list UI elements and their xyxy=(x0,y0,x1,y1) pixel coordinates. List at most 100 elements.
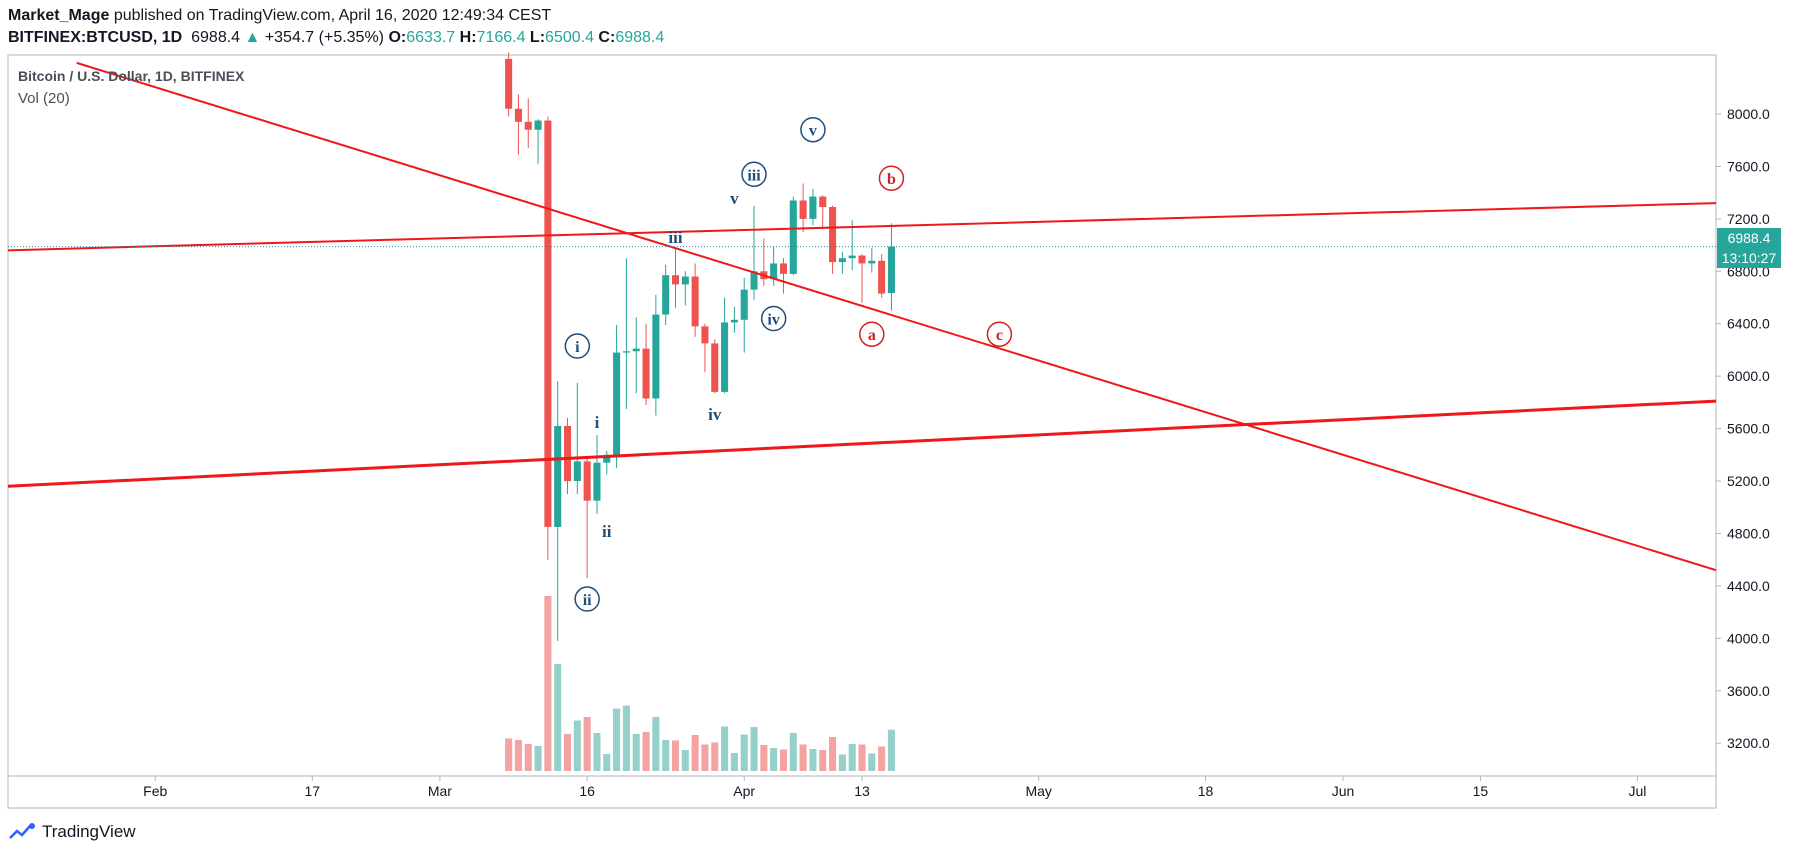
last-price: 6988.4 xyxy=(191,29,241,46)
wave-label-circle xyxy=(878,165,905,191)
wave-label-a: a xyxy=(868,327,876,344)
volume-bar xyxy=(809,749,817,771)
y-tick-label: 3600.0 xyxy=(1727,683,1770,699)
price-badge-bg xyxy=(1717,228,1781,268)
volume-bar xyxy=(878,746,886,771)
author-name[interactable]: Market_Mage xyxy=(8,7,110,24)
price-axis[interactable]: 8000.07600.07200.06800.06400.06000.05600… xyxy=(1716,106,1770,751)
trendlines[interactable] xyxy=(7,61,1717,572)
volume-bar xyxy=(554,664,562,771)
x-tick-label: Apr xyxy=(733,783,755,799)
volume-bar xyxy=(730,753,738,771)
wave-label-i: i xyxy=(595,413,600,432)
volume-bar xyxy=(829,737,837,771)
price-badge-price: 6988.4 xyxy=(1728,230,1771,246)
volume-bar xyxy=(838,754,846,771)
trendline-descending[interactable] xyxy=(76,61,1717,572)
x-tick-label: 16 xyxy=(579,783,595,799)
candle-body xyxy=(779,263,788,274)
candle-body xyxy=(652,314,660,399)
y-tick-label: 7200.0 xyxy=(1727,211,1770,227)
volume-bar xyxy=(681,750,689,771)
volume-bar xyxy=(544,596,552,771)
candle-body xyxy=(721,322,729,392)
volume-bar xyxy=(524,744,532,771)
footer: TradingView xyxy=(8,819,136,845)
volume-bar xyxy=(887,729,895,771)
wave-label-circle xyxy=(859,321,885,347)
trendline-lower[interactable] xyxy=(7,399,1717,488)
volume-bar xyxy=(770,748,778,771)
volume-title: Vol (20) xyxy=(18,90,70,107)
tradingview-logo-icon[interactable] xyxy=(8,822,38,842)
wave-label-circle xyxy=(986,321,1013,347)
volume-bar xyxy=(819,750,827,771)
wave-label-iii: iii xyxy=(747,167,761,184)
wave-label-circle xyxy=(800,116,826,143)
price-change: +354.7 (+5.35%) xyxy=(264,29,385,46)
volume-bar xyxy=(652,717,660,771)
y-tick-label: 4400.0 xyxy=(1727,578,1770,594)
volume-bar xyxy=(711,742,719,771)
published-text: published on TradingView.com, April 16, … xyxy=(113,7,552,24)
candle-body xyxy=(858,255,866,264)
volume-bar xyxy=(799,744,807,771)
time-axis[interactable]: Feb 17 Mar 16 Apr 13 May 18 Jun 15 Jul xyxy=(143,776,1646,799)
y-tick-label: 8000.0 xyxy=(1727,106,1770,122)
candle-body xyxy=(848,255,856,259)
y-tick-label: 4000.0 xyxy=(1727,630,1770,646)
wave-label-i: i xyxy=(575,339,580,356)
trendline-upper[interactable] xyxy=(7,202,1717,252)
price-badge-countdown: 13:10:27 xyxy=(1722,250,1777,266)
candle-body xyxy=(671,275,680,285)
candle-body xyxy=(573,461,581,482)
candle-body xyxy=(642,348,650,399)
volume-bar xyxy=(583,717,591,771)
volume-bar xyxy=(740,734,748,771)
volume-bar xyxy=(868,753,876,771)
wave-label-ii: ii xyxy=(583,592,592,609)
price-badge: 6988.4 13:10:27 xyxy=(1717,228,1781,268)
candle-body xyxy=(770,263,778,280)
volume-bar xyxy=(858,744,866,771)
wave-label-v: v xyxy=(730,189,739,208)
x-tick-label: 17 xyxy=(305,783,321,799)
y-tick-label: 7600.0 xyxy=(1727,158,1770,174)
candle-body xyxy=(887,246,895,294)
candle-body xyxy=(505,58,513,109)
candle-body xyxy=(622,351,630,353)
open-value: 6633.7 xyxy=(406,29,456,46)
volume-bar xyxy=(848,744,856,771)
candle-body xyxy=(730,319,738,323)
candle-body xyxy=(554,425,562,527)
ohlc-line: BITFINEX:BTCUSD, 1D 6988.4 ▲ +354.7 (+5.… xyxy=(8,27,1798,49)
candle-body xyxy=(613,352,621,455)
volume-bar xyxy=(721,726,729,771)
x-tick-label: Jun xyxy=(1332,783,1355,799)
candle-body xyxy=(868,260,876,264)
volume-bar xyxy=(642,732,650,771)
candle-body xyxy=(819,196,827,208)
candle-body xyxy=(691,276,699,327)
tradingview-brand[interactable]: TradingView xyxy=(42,822,136,841)
chart-header: Market_Mage published on TradingView.com… xyxy=(8,5,1798,49)
volume-bar xyxy=(573,720,581,771)
candle-body xyxy=(750,271,758,290)
wave-label-circle xyxy=(564,333,591,359)
wave-label-circle xyxy=(741,161,767,188)
candle-body xyxy=(583,461,591,501)
candle-body xyxy=(681,276,689,285)
low-value: 6500.4 xyxy=(545,29,594,46)
volume-bar xyxy=(691,735,699,771)
wave-label-c: c xyxy=(996,327,1003,344)
y-tick-label: 6400.0 xyxy=(1727,316,1770,332)
open-label: O: xyxy=(388,29,407,46)
volume-bar xyxy=(613,708,621,771)
y-tick-label: 5600.0 xyxy=(1727,421,1770,437)
candle-body xyxy=(603,454,611,463)
candle-body xyxy=(711,343,719,392)
candle-body xyxy=(563,425,572,482)
candle-body xyxy=(799,200,807,219)
